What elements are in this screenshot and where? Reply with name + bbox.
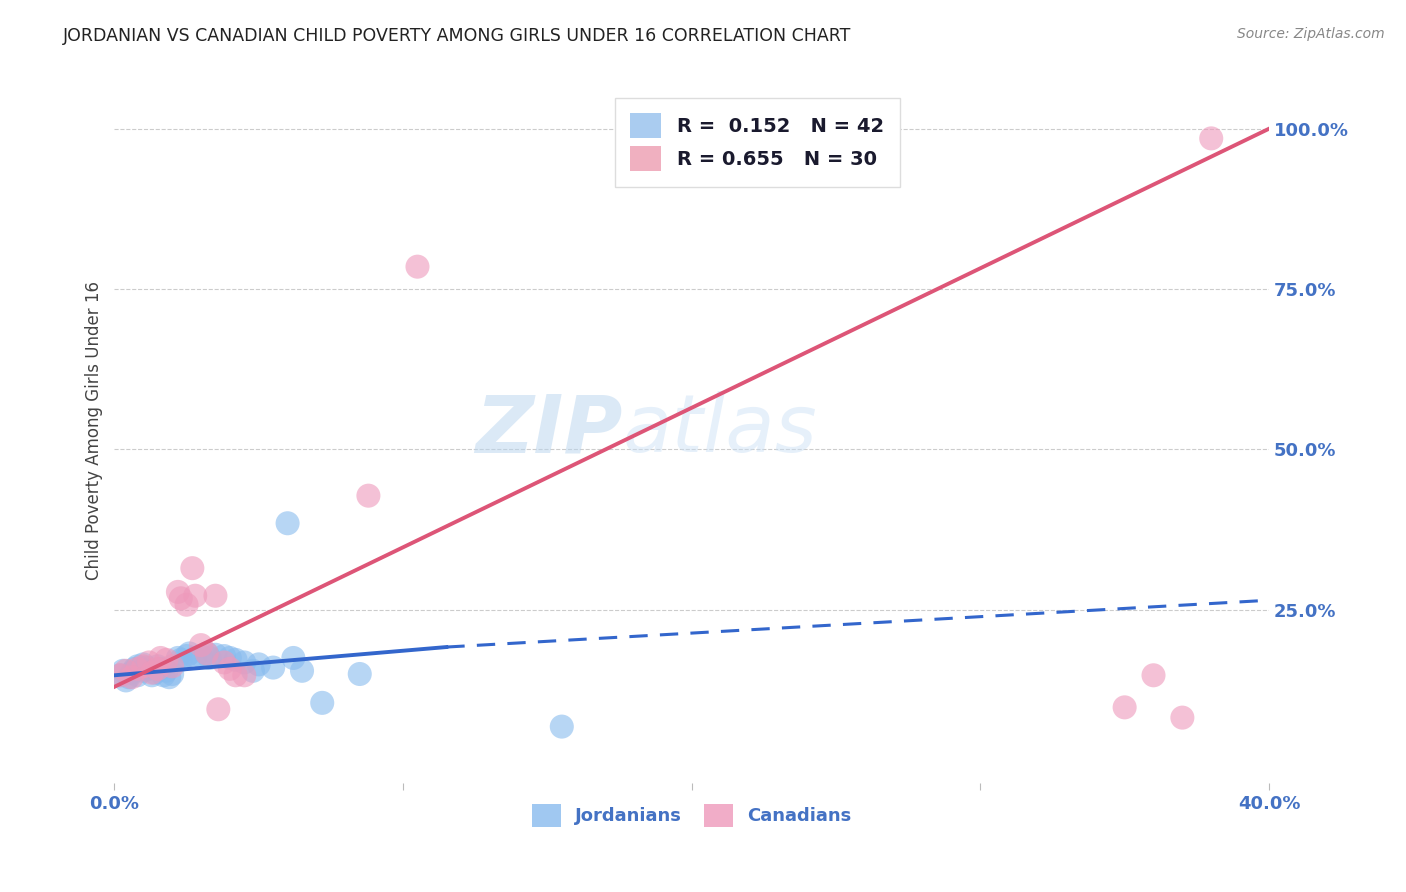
Legend: Jordanians, Canadians: Jordanians, Canadians [524, 797, 859, 834]
Point [118, 670, 141, 684]
Point [127, 668, 149, 682]
Point [349, 667, 371, 681]
Point [190, 648, 212, 663]
Point [291, 664, 314, 678]
Point [127, 662, 149, 676]
Point [262, 660, 284, 674]
Point [127, 659, 149, 673]
Point [141, 668, 163, 682]
Point [155, 653, 177, 667]
Point [184, 651, 207, 665]
Point [167, 651, 190, 665]
Point [218, 662, 240, 676]
Point [121, 670, 143, 684]
Point [212, 656, 235, 670]
Y-axis label: Child Poverty Among Girls Under 16: Child Poverty Among Girls Under 16 [86, 281, 103, 580]
Point [242, 664, 264, 678]
Point [195, 647, 218, 661]
Point [218, 651, 240, 665]
Point [1199, 131, 1222, 145]
Point [247, 657, 270, 672]
Point [1142, 668, 1164, 682]
Text: ZIP: ZIP [475, 392, 623, 469]
Point [108, 668, 131, 682]
Point [179, 647, 201, 661]
Point [160, 667, 183, 681]
Point [225, 668, 247, 682]
Point [155, 664, 177, 678]
Point [233, 656, 256, 670]
Point [170, 653, 193, 667]
Point [132, 664, 155, 678]
Point [167, 585, 190, 599]
Point [121, 665, 143, 680]
Point [160, 659, 183, 673]
Point [135, 660, 157, 674]
Point [152, 668, 174, 682]
Point [170, 591, 193, 606]
Point [195, 647, 218, 661]
Point [190, 638, 212, 652]
Point [176, 648, 198, 663]
Point [283, 651, 305, 665]
Point [124, 662, 146, 676]
Point [112, 664, 135, 678]
Text: JORDANIAN VS CANADIAN CHILD POVERTY AMONG GIRLS UNDER 16 CORRELATION CHART: JORDANIAN VS CANADIAN CHILD POVERTY AMON… [63, 27, 852, 45]
Point [1171, 711, 1194, 725]
Point [204, 589, 226, 603]
Text: atlas: atlas [623, 392, 817, 469]
Point [207, 702, 229, 716]
Point [277, 516, 299, 531]
Point [212, 648, 235, 663]
Point [149, 662, 172, 676]
Point [143, 665, 166, 680]
Point [1114, 700, 1136, 714]
Point [184, 589, 207, 603]
Point [176, 598, 198, 612]
Point [204, 648, 226, 662]
Point [357, 489, 380, 503]
Point [406, 260, 429, 274]
Point [149, 651, 172, 665]
Point [132, 657, 155, 672]
Point [108, 668, 131, 682]
Point [233, 668, 256, 682]
Point [198, 651, 221, 665]
Point [157, 670, 180, 684]
Point [141, 665, 163, 680]
Point [132, 659, 155, 673]
Point [146, 662, 169, 676]
Point [181, 561, 204, 575]
Point [138, 656, 160, 670]
Point [138, 662, 160, 676]
Point [551, 720, 574, 734]
Text: Source: ZipAtlas.com: Source: ZipAtlas.com [1237, 27, 1385, 41]
Point [115, 664, 138, 678]
Point [311, 696, 333, 710]
Point [115, 673, 138, 688]
Point [225, 653, 247, 667]
Point [146, 659, 169, 673]
